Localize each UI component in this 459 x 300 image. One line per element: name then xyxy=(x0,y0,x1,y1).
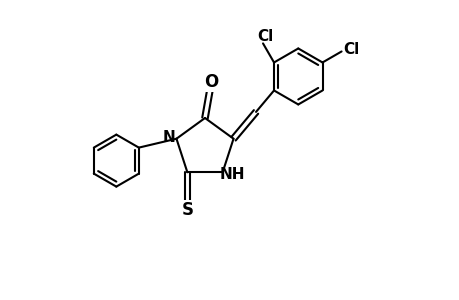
Text: Cl: Cl xyxy=(343,42,359,57)
Text: NH: NH xyxy=(219,167,245,182)
Text: Cl: Cl xyxy=(256,29,273,44)
Text: O: O xyxy=(203,74,218,92)
Text: N: N xyxy=(163,130,175,145)
Text: S: S xyxy=(181,201,193,219)
